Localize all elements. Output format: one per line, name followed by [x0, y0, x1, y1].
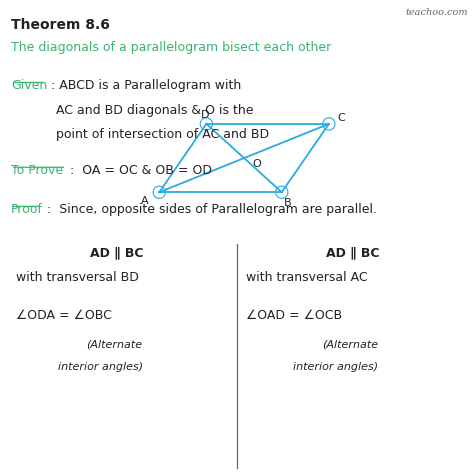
Text: C: C: [337, 113, 345, 123]
Text: :  OA = OC & OB = OD: : OA = OC & OB = OD: [66, 164, 212, 177]
Text: O: O: [253, 159, 261, 169]
Text: interior angles): interior angles): [293, 362, 378, 372]
Text: B: B: [284, 198, 292, 208]
Text: AC and BD diagonals & O is the: AC and BD diagonals & O is the: [55, 104, 253, 117]
Text: : ABCD is a Parallelogram with: : ABCD is a Parallelogram with: [46, 79, 241, 92]
Text: The diagonals of a parallelogram bisect each other: The diagonals of a parallelogram bisect …: [11, 41, 331, 55]
Text: interior angles): interior angles): [58, 362, 143, 372]
Text: Proof: Proof: [11, 203, 43, 216]
Text: Theorem 8.6: Theorem 8.6: [11, 18, 109, 32]
Text: Given: Given: [11, 79, 47, 92]
Text: with transversal BD: with transversal BD: [16, 271, 138, 284]
Text: ∠ODA = ∠OBC: ∠ODA = ∠OBC: [16, 309, 111, 322]
Text: (Alternate: (Alternate: [87, 340, 143, 350]
Text: To Prove: To Prove: [11, 164, 63, 177]
Text: (Alternate: (Alternate: [322, 340, 378, 350]
Text: teachoo.com: teachoo.com: [405, 9, 468, 18]
Text: AD ∥ BC: AD ∥ BC: [326, 246, 379, 259]
Text: D: D: [201, 110, 209, 120]
Text: ∠OAD = ∠OCB: ∠OAD = ∠OCB: [246, 309, 343, 322]
Text: A: A: [141, 196, 149, 206]
Text: with transversal AC: with transversal AC: [246, 271, 368, 284]
Text: AD ∥ BC: AD ∥ BC: [90, 246, 144, 259]
Text: point of intersection of AC and BD: point of intersection of AC and BD: [55, 128, 269, 141]
Text: :  Since, opposite sides of Parallelogram are parallel.: : Since, opposite sides of Parallelogram…: [43, 203, 377, 216]
